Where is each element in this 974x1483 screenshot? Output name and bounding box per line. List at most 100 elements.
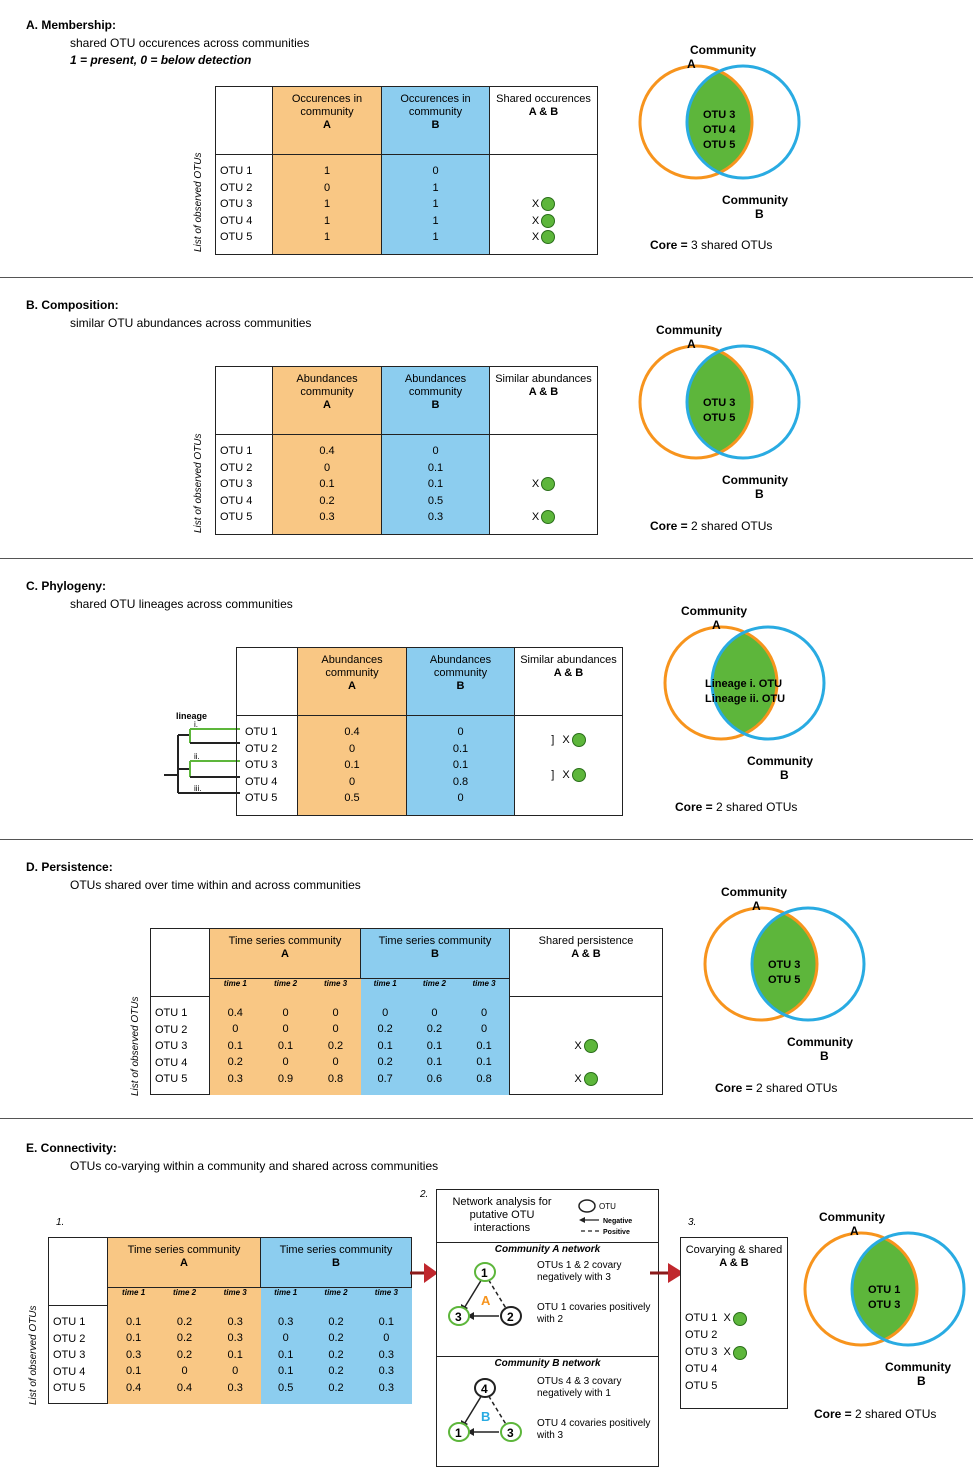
svg-text:3: 3 bbox=[507, 1426, 514, 1440]
svg-text:A: A bbox=[752, 899, 761, 913]
venn-d: Community A OTU 3 OTU 5 Community B bbox=[703, 885, 866, 1063]
svg-text:B: B bbox=[820, 1049, 829, 1063]
cell-value: 0.3 bbox=[227, 1381, 243, 1394]
cell-value: 0 bbox=[480, 1023, 488, 1035]
panel-membership: A. Membership: shared OTU occurences acr… bbox=[0, 0, 973, 276]
cell-value: 0 bbox=[232, 1365, 239, 1377]
arrow-right-icon bbox=[410, 1263, 438, 1283]
cell-value: 0.2 bbox=[426, 1023, 443, 1035]
cell-value: 0 bbox=[282, 1006, 289, 1019]
cell-value: 0 bbox=[282, 1056, 289, 1068]
header-a: Occurences in community A bbox=[272, 86, 382, 155]
svg-text:OTU 3: OTU 3 bbox=[868, 1299, 900, 1311]
panel-connectivity: E. Connectivity: OTUs co-varying within … bbox=[0, 1118, 973, 1483]
panel-c-subtitle: shared OTU lineages across communities bbox=[70, 597, 293, 611]
network-legend: OTU Negative Positive bbox=[578, 1199, 632, 1236]
result-box: Covarying & shared A & B OTU 1 X OTU 2 OT… bbox=[680, 1237, 788, 1409]
green-dot-icon bbox=[732, 1311, 747, 1326]
green-dot-icon bbox=[583, 1072, 598, 1087]
svg-text:1: 1 bbox=[481, 1266, 488, 1280]
green-dot-icon bbox=[732, 1345, 747, 1360]
panel-d-title: D. Persistence: bbox=[26, 860, 113, 874]
svg-text:A: A bbox=[687, 57, 696, 71]
shared-mark: X bbox=[532, 196, 556, 213]
table-d: Time series community A Time series commu… bbox=[150, 928, 663, 1095]
network-title: Network analysis for putative OTU intera… bbox=[452, 1196, 552, 1234]
cell-value: 0.2 bbox=[328, 1332, 344, 1344]
panel-b-subtitle: similar OTU abundances across communitie… bbox=[70, 316, 312, 330]
cell-value: 0.4 bbox=[125, 1381, 142, 1394]
svg-text:Community: Community bbox=[885, 1360, 951, 1374]
venn-label-a: Community bbox=[690, 43, 756, 57]
vertical-label: List of observed OTUs bbox=[130, 996, 141, 1096]
svg-text:Community: Community bbox=[722, 473, 788, 487]
vertical-label: List of observed OTUs bbox=[193, 152, 204, 252]
cell-value: 0.2 bbox=[176, 1348, 193, 1361]
svg-text:A: A bbox=[687, 337, 696, 351]
cell-value: 0.3 bbox=[227, 1332, 243, 1344]
table-e: Time series community A Time series commu… bbox=[48, 1237, 412, 1404]
green-dot-icon bbox=[541, 230, 556, 245]
shared-mark: X bbox=[532, 213, 556, 230]
vertical-label: List of observed OTUs bbox=[28, 1305, 39, 1405]
cell-value: 0.1 bbox=[277, 1039, 294, 1052]
panel-a-subtitle: shared OTU occurences across communities bbox=[70, 36, 310, 50]
cell-value: 0.1 bbox=[426, 1056, 443, 1068]
green-dot-icon bbox=[571, 733, 586, 748]
network-box: Network analysis for putative OTU intera… bbox=[436, 1189, 659, 1467]
shared-marks: X X X bbox=[489, 154, 598, 255]
svg-text:OTU 1: OTU 1 bbox=[868, 1284, 900, 1296]
cell-value: 0.2 bbox=[176, 1315, 193, 1328]
venn-e: Community A OTU 1 OTU 3 Community B bbox=[803, 1210, 966, 1388]
cell-value: 0.2 bbox=[328, 1348, 344, 1361]
cell-value: 0.1 bbox=[378, 1315, 394, 1328]
venn-b: Community A OTU 3 OTU 5 Community B bbox=[638, 323, 801, 501]
svg-text:Lineage ii. OTU: Lineage ii. OTU bbox=[705, 693, 785, 705]
network-b-graph: 4 1 3 B bbox=[448, 1378, 522, 1442]
lineage-tree: lineage i. ii. iii. bbox=[164, 711, 240, 794]
cell-value: 0.3 bbox=[278, 1315, 294, 1328]
venn-a: Community A OTU 3 OTU 4 OTU 5 Community … bbox=[638, 43, 801, 221]
cell-value: 0 bbox=[480, 1006, 488, 1019]
core-a: Core = 3 shared OTUs bbox=[650, 238, 773, 252]
svg-text:B: B bbox=[481, 1409, 490, 1424]
cell-value: 0.1 bbox=[125, 1315, 142, 1328]
step-3-label: 3. bbox=[688, 1217, 697, 1228]
green-dot-icon bbox=[541, 197, 556, 212]
cell-value: 0 bbox=[332, 1006, 339, 1019]
cell-value: 0.3 bbox=[227, 1072, 243, 1085]
table-c: Abundances community A Abundances communi… bbox=[236, 647, 623, 816]
svg-text:Community: Community bbox=[681, 604, 747, 618]
cell-value: 0 bbox=[332, 1023, 339, 1035]
svg-text:OTU 3: OTU 3 bbox=[703, 109, 735, 121]
svg-text:A: A bbox=[712, 618, 721, 632]
cell-value: 0.1 bbox=[125, 1332, 142, 1344]
cell-value: 0.1 bbox=[125, 1365, 142, 1377]
svg-text:OTU 3: OTU 3 bbox=[703, 397, 735, 409]
svg-text:4: 4 bbox=[481, 1382, 488, 1396]
cell-value: 0.5 bbox=[278, 1381, 294, 1394]
otu-list: OTU 1 OTU 2 OTU 3 OTU 4 OTU 5 bbox=[215, 154, 273, 255]
cell-value: 0 bbox=[332, 1056, 339, 1068]
cell-value: 0.1 bbox=[377, 1039, 393, 1052]
panel-c-title: C. Phylogeny: bbox=[26, 579, 107, 593]
cell-value: 0.1 bbox=[426, 1039, 443, 1052]
cell-value: 0 bbox=[282, 1023, 289, 1035]
svg-text:OTU 5: OTU 5 bbox=[768, 974, 800, 986]
panel-phylogeny: C. Phylogeny: shared OTU lineages across… bbox=[0, 558, 973, 839]
core-b: Core = 2 shared OTUs bbox=[650, 519, 773, 533]
svg-text:1: 1 bbox=[455, 1426, 462, 1440]
cell-value: 0.6 bbox=[426, 1072, 443, 1085]
cell-value: 0.1 bbox=[476, 1039, 492, 1052]
cell-value: 0 bbox=[232, 1023, 239, 1035]
panel-a-title: A. Membership: bbox=[26, 18, 117, 32]
core-c: Core = 2 shared OTUs bbox=[675, 800, 798, 814]
core-d: Core = 2 shared OTUs bbox=[715, 1081, 838, 1095]
header-shared: Shared occurences A & B bbox=[489, 86, 598, 155]
svg-text:Positive: Positive bbox=[603, 1229, 630, 1236]
svg-text:Community: Community bbox=[656, 323, 722, 337]
svg-text:OTU: OTU bbox=[599, 1202, 616, 1211]
cell-value: 0.2 bbox=[377, 1023, 393, 1035]
